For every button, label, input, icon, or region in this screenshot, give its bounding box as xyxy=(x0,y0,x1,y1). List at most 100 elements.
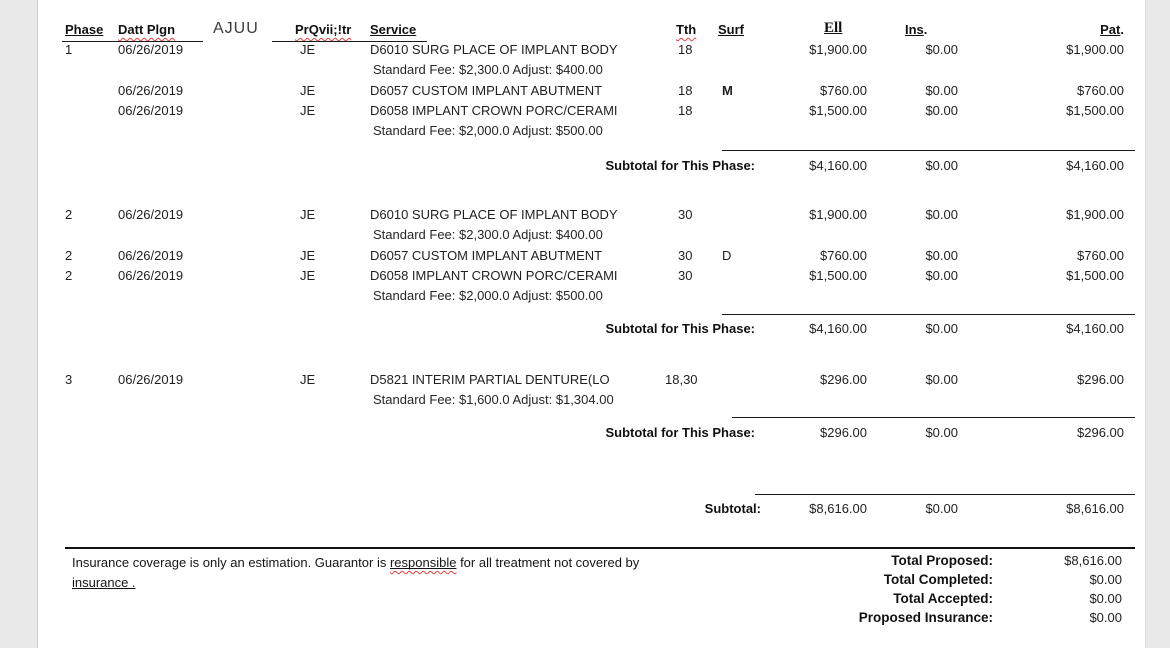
standard-fee-note: Standard Fee: $2,300.0 Adjust: $400.00 xyxy=(373,227,603,242)
phase-subtotal-row: Subtotal for This Phase: $4,160.00 $0.00… xyxy=(38,158,1144,176)
patient-cell: $760.00 xyxy=(1077,248,1124,263)
grand-subtotal-row: Subtotal: $8,616.00 $0.00 $8,616.00 xyxy=(38,501,1144,519)
header-insurance: Ins. xyxy=(905,22,928,37)
subtotal-fee: $296.00 xyxy=(820,425,867,440)
right-margin-rail xyxy=(1145,0,1170,648)
patient-cell: $1,500.00 xyxy=(1066,103,1124,118)
tooth-cell: 18 xyxy=(678,42,693,57)
report-page: Phase Datt Plgn AJUU PrQvii;!tr Service … xyxy=(38,0,1144,658)
proposed-insurance-row: Proposed Insurance: $0.00 xyxy=(38,610,1144,628)
grand-subtotal-fee: $8,616.00 xyxy=(809,501,867,516)
header-phase: Phase xyxy=(65,22,104,37)
header-ajuu: AJUU xyxy=(213,20,259,37)
header-date: Datt Plgn xyxy=(118,22,176,37)
table-row: Standard Fee: $1,600.0 Adjust: $1,304.00 xyxy=(38,392,1144,410)
insurance-cell: $0.00 xyxy=(925,372,958,387)
subtotal-rule xyxy=(722,150,1135,151)
subtotal-label: Subtotal for This Phase: xyxy=(605,425,755,440)
subtotal-fee: $4,160.00 xyxy=(809,158,867,173)
table-row: 06/26/2019 JE D6057 CUSTOM IMPLANT ABUTM… xyxy=(38,83,1144,101)
tooth-cell: 18,30 xyxy=(665,372,698,387)
subtotal-patient: $4,160.00 xyxy=(1066,158,1124,173)
insurance-cell: $0.00 xyxy=(925,83,958,98)
subtotal-label: Subtotal for This Phase: xyxy=(605,321,755,336)
table-row: Standard Fee: $2,300.0 Adjust: $400.00 xyxy=(38,227,1144,245)
service-cell: D6010 SURG PLACE OF IMPLANT BODY xyxy=(370,42,618,57)
date-cell: 06/26/2019 xyxy=(118,248,184,263)
table-row: 06/26/2019 JE D6058 IMPLANT CROWN PORC/C… xyxy=(38,103,1144,121)
subtotal-patient: $4,160.00 xyxy=(1066,321,1124,336)
table-row: 2 06/26/2019 JE D6010 SURG PLACE OF IMPL… xyxy=(38,207,1144,225)
phase-subtotal-row: Subtotal for This Phase: $296.00 $0.00 $… xyxy=(38,425,1144,443)
tooth-cell: 30 xyxy=(678,268,693,283)
fee-cell: $296.00 xyxy=(820,372,867,387)
standard-fee-note: Standard Fee: $2,000.0 Adjust: $500.00 xyxy=(373,288,603,303)
service-cell: D6058 IMPLANT CROWN PORC/CERAMI xyxy=(370,268,618,283)
standard-fee-note: Standard Fee: $2,300.0 Adjust: $400.00 xyxy=(373,62,603,77)
disclaimer-word-responsible: responsible xyxy=(389,555,457,570)
provider-cell: JE xyxy=(300,268,316,283)
header-tooth: Tth xyxy=(676,22,697,37)
table-row: 2 06/26/2019 JE D6058 IMPLANT CROWN PORC… xyxy=(38,268,1144,286)
insurance-cell: $0.00 xyxy=(925,207,958,222)
fee-cell: $1,900.00 xyxy=(809,42,867,57)
fee-cell: $760.00 xyxy=(820,83,867,98)
total-accepted-label: Total Accepted: xyxy=(893,591,993,606)
phase-cell: 3 xyxy=(65,372,73,387)
provider-cell: JE xyxy=(300,372,316,387)
table-header-row: Phase Datt Plgn AJUU PrQvii;!tr Service … xyxy=(38,20,1144,40)
total-completed-row: Total Completed: $0.00 xyxy=(38,572,1144,590)
standard-fee-note: Standard Fee: $2,000.0 Adjust: $500.00 xyxy=(373,123,603,138)
header-fee: Ell xyxy=(824,20,843,36)
table-row: 2 06/26/2019 JE D6057 CUSTOM IMPLANT ABU… xyxy=(38,248,1144,266)
proposed-insurance-label: Proposed Insurance: xyxy=(858,610,993,625)
date-cell: 06/26/2019 xyxy=(118,207,184,222)
total-proposed-label: Total Proposed: xyxy=(891,553,993,568)
header-provider: PrQvii;!tr xyxy=(295,22,352,37)
service-cell: D6057 CUSTOM IMPLANT ABUTMENT xyxy=(370,83,603,98)
grand-subtotal-rule xyxy=(755,494,1135,495)
tooth-cell: 30 xyxy=(678,248,693,263)
fee-cell: $1,900.00 xyxy=(809,207,867,222)
tooth-cell: 18 xyxy=(678,103,693,118)
header-service: Service xyxy=(370,22,417,37)
patient-cell: $296.00 xyxy=(1077,372,1124,387)
subtotal-insurance: $0.00 xyxy=(925,321,958,336)
patient-cell: $1,900.00 xyxy=(1066,207,1124,222)
disclaimer-word-insurance: insurance . xyxy=(72,575,136,590)
header-rule-left xyxy=(62,41,203,42)
total-proposed-row: Total Proposed: $8,616.00 xyxy=(38,553,1144,571)
table-row: Standard Fee: $2,000.0 Adjust: $500.00 xyxy=(38,123,1144,141)
date-cell: 06/26/2019 xyxy=(118,42,184,57)
total-completed-value: $0.00 xyxy=(1089,572,1122,587)
insurance-cell: $0.00 xyxy=(925,42,958,57)
table-row: Standard Fee: $2,300.0 Adjust: $400.00 xyxy=(38,62,1144,80)
subtotal-label: Subtotal for This Phase: xyxy=(605,158,755,173)
date-cell: 06/26/2019 xyxy=(118,83,184,98)
provider-cell: JE xyxy=(300,248,316,263)
service-cell: D5821 INTERIM PARTIAL DENTURE(LO xyxy=(370,372,610,387)
table-row: Standard Fee: $2,000.0 Adjust: $500.00 xyxy=(38,288,1144,306)
patient-cell: $1,900.00 xyxy=(1066,42,1124,57)
phase-cell: 2 xyxy=(65,248,73,263)
subtotal-rule xyxy=(732,417,1135,418)
header-patient: Pat. xyxy=(1100,22,1124,37)
total-proposed-value: $8,616.00 xyxy=(1064,553,1122,568)
grand-subtotal-insurance: $0.00 xyxy=(925,501,958,516)
service-cell: D6058 IMPLANT CROWN PORC/CERAMI xyxy=(370,103,618,118)
insurance-cell: $0.00 xyxy=(925,103,958,118)
table-row: 3 06/26/2019 JE D5821 INTERIM PARTIAL DE… xyxy=(38,372,1144,390)
patient-cell: $1,500.00 xyxy=(1066,268,1124,283)
provider-cell: JE xyxy=(300,42,316,57)
service-cell: D6010 SURG PLACE OF IMPLANT BODY xyxy=(370,207,618,222)
surface-cell: D xyxy=(722,248,732,263)
insurance-cell: $0.00 xyxy=(925,268,958,283)
surface-cell: M xyxy=(722,83,733,98)
proposed-insurance-value: $0.00 xyxy=(1089,610,1122,625)
total-accepted-row: Total Accepted: $0.00 xyxy=(38,591,1144,609)
footer-rule xyxy=(65,547,1135,549)
header-rule-right xyxy=(272,41,427,42)
subtotal-rule xyxy=(722,314,1135,315)
table-row: 1 06/26/2019 JE D6010 SURG PLACE OF IMPL… xyxy=(38,42,1144,60)
